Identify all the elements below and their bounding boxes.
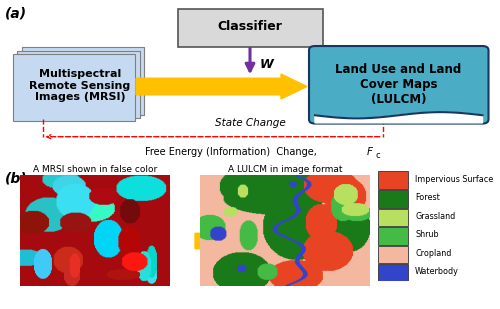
FancyBboxPatch shape [378, 190, 408, 208]
Text: Classifier: Classifier [218, 20, 282, 33]
FancyBboxPatch shape [178, 9, 322, 47]
FancyBboxPatch shape [378, 171, 408, 189]
FancyBboxPatch shape [309, 46, 488, 124]
Polygon shape [315, 112, 482, 123]
Title: A LULCM in image format: A LULCM in image format [228, 165, 342, 174]
Text: Impervious Surface: Impervious Surface [415, 175, 494, 184]
Text: State Change: State Change [214, 118, 286, 128]
FancyBboxPatch shape [378, 227, 408, 245]
FancyBboxPatch shape [378, 246, 408, 263]
Text: (b): (b) [5, 171, 28, 185]
Text: W: W [260, 57, 274, 70]
FancyBboxPatch shape [22, 47, 144, 115]
Text: Forest: Forest [415, 193, 440, 202]
Text: Grassland: Grassland [415, 212, 456, 221]
Text: Free Energy (Information)  Change,: Free Energy (Information) Change, [145, 146, 320, 157]
FancyArrow shape [136, 74, 307, 99]
Text: F: F [367, 146, 373, 157]
Text: Land Use and Land
Cover Maps
(LULCM): Land Use and Land Cover Maps (LULCM) [336, 63, 462, 106]
Text: Waterbody: Waterbody [415, 267, 459, 277]
FancyBboxPatch shape [378, 209, 408, 226]
FancyBboxPatch shape [378, 264, 408, 282]
Text: Shrub: Shrub [415, 230, 438, 239]
Title: A MRSI shown in false color: A MRSI shown in false color [33, 165, 157, 174]
Text: Multispectral
Remote Sensing
Images (MRSI): Multispectral Remote Sensing Images (MRS… [30, 69, 130, 102]
Text: c: c [375, 151, 380, 160]
FancyBboxPatch shape [17, 51, 140, 118]
FancyBboxPatch shape [12, 54, 135, 121]
Text: Cropland: Cropland [415, 249, 452, 258]
FancyArrow shape [195, 229, 300, 253]
Text: (a): (a) [5, 6, 27, 20]
